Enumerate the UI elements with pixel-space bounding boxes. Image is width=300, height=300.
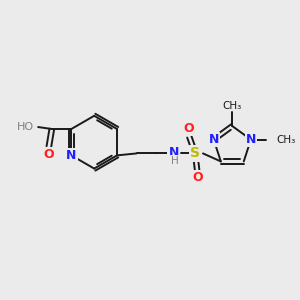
Text: O: O bbox=[193, 171, 203, 184]
Text: N: N bbox=[66, 149, 76, 162]
Text: O: O bbox=[183, 122, 194, 136]
Text: O: O bbox=[44, 148, 54, 161]
Text: N: N bbox=[246, 133, 256, 146]
Text: HO: HO bbox=[17, 122, 34, 132]
Text: CH₃: CH₃ bbox=[223, 100, 242, 111]
Text: N: N bbox=[208, 133, 219, 146]
Text: H: H bbox=[171, 156, 178, 166]
Text: S: S bbox=[190, 146, 200, 161]
Text: CH₃: CH₃ bbox=[276, 135, 296, 145]
Text: N: N bbox=[169, 146, 179, 159]
